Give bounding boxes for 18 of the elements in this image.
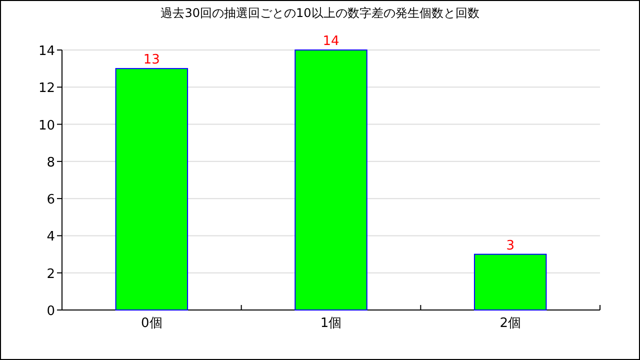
y-tick-label: 6	[46, 192, 55, 208]
y-tick-label: 2	[46, 266, 55, 282]
data-label: 14	[322, 34, 340, 49]
y-tick-label: 8	[46, 155, 55, 170]
chart-title: 過去30回の抽選回ごとの10以上の数字差の発生個数と回数	[160, 6, 480, 20]
data-label: 3	[506, 238, 514, 254]
y-tick-label: 12	[38, 81, 55, 96]
bar	[294, 50, 368, 310]
y-tick-label: 10	[38, 118, 55, 134]
x-tick-label: 1個	[320, 316, 342, 331]
data-label: 13	[143, 52, 160, 68]
x-tick-label: 2個	[500, 316, 521, 331]
x-tick-label: 0個	[141, 316, 162, 331]
y-tick-label: 0	[46, 304, 55, 319]
bar	[115, 68, 188, 310]
y-tick-label: 4	[46, 230, 55, 245]
y-tick-label: 14	[38, 44, 55, 59]
bar	[474, 254, 547, 310]
